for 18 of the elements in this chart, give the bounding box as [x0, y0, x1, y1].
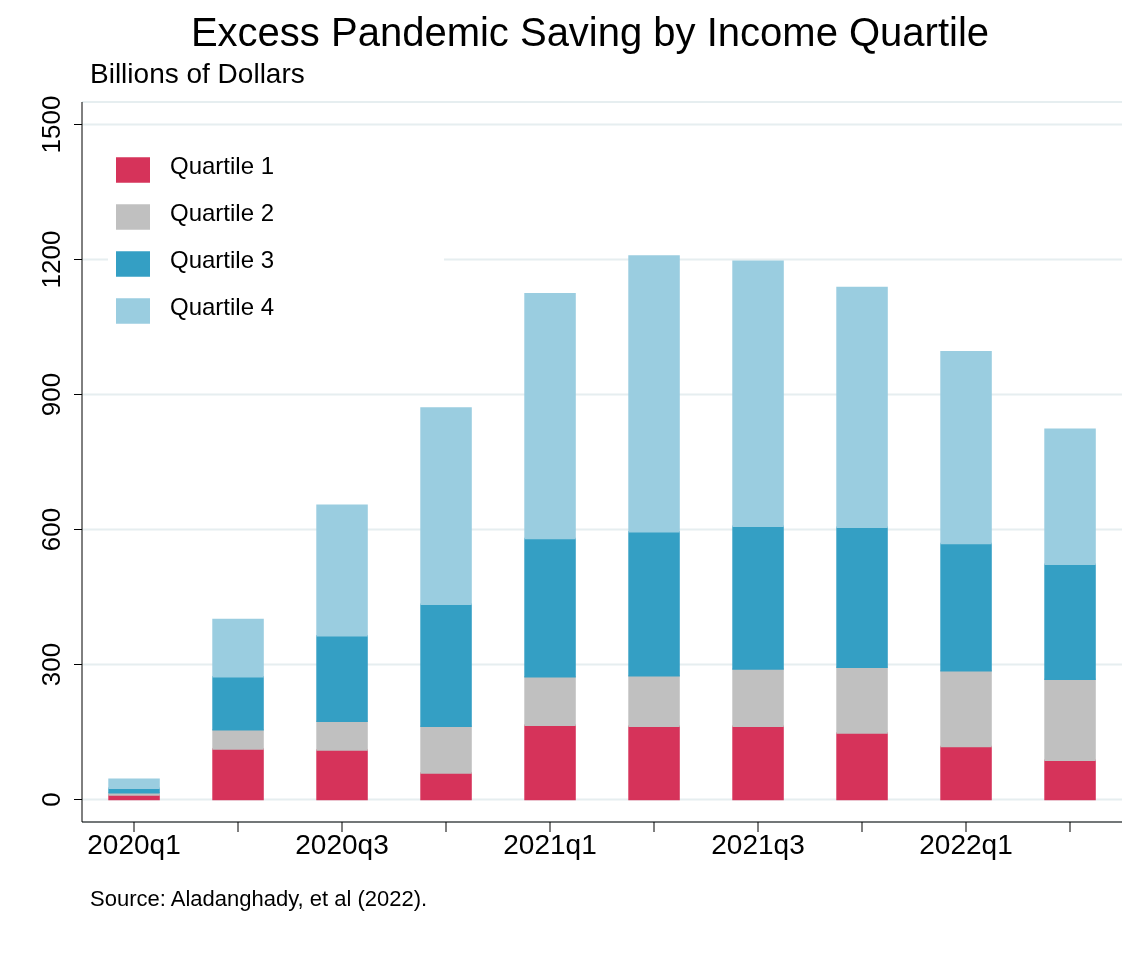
x-tick-label: 2021q1: [503, 828, 597, 860]
y-tick-label: 300: [36, 642, 66, 687]
legend-label: Quartile 2: [170, 199, 275, 226]
legend-label: Quartile 4: [170, 293, 275, 320]
x-tick-label: 2022q1: [919, 828, 1013, 860]
x-tick-label: 2020q3: [295, 828, 389, 860]
y-tick-label: 1500: [36, 95, 66, 154]
legend-label: Quartile 3: [170, 246, 275, 273]
legend-label: Quartile 1: [170, 152, 275, 179]
y-tick-label: 0: [36, 792, 66, 807]
chart-title: Excess Pandemic Saving by Income Quartile: [189, 9, 991, 56]
chart-subtitle: Billions of Dollars: [90, 57, 306, 91]
source-note: Source: Aladanghady, et al (2022).: [90, 886, 429, 912]
y-tick-label: 600: [36, 507, 66, 552]
y-tick-label: 1200: [36, 230, 66, 289]
y-tick-label: 900: [36, 372, 66, 417]
x-tick-label: 2020q1: [87, 828, 181, 860]
x-tick-label: 2021q3: [711, 828, 805, 860]
